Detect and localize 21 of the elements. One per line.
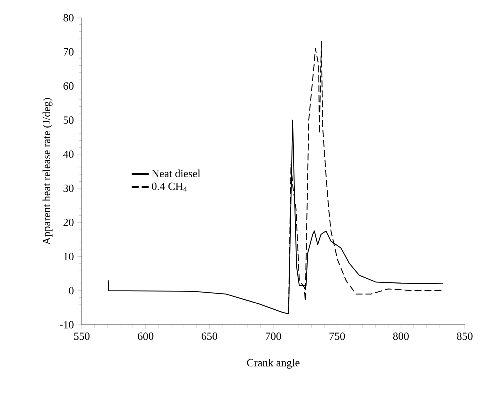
- y-tick-label: -10: [60, 321, 74, 329]
- x-tick-label: 550: [74, 332, 90, 340]
- legend-label: Neat diesel: [152, 170, 201, 178]
- y-tick-label: 40: [63, 150, 74, 158]
- x-tick-label: 750: [330, 332, 346, 340]
- y-axis-title: Apparent heat release rate (J/deg): [42, 98, 53, 246]
- x-tick-label: 650: [202, 332, 218, 340]
- x-tick-label: 700: [266, 332, 282, 340]
- x-tick-label: 800: [393, 332, 409, 340]
- y-tick-label: 30: [64, 184, 74, 192]
- y-tick-label: 20: [64, 218, 74, 226]
- y-tick-label: 60: [64, 82, 74, 90]
- y-tick-label: 70: [64, 48, 74, 56]
- x-tick-label: 850: [457, 332, 473, 340]
- y-tick-label: 0: [69, 287, 74, 295]
- y-tick-label: 10: [64, 253, 74, 260]
- y-tick-label: 80: [64, 14, 74, 22]
- x-axis-title: Crank angle: [247, 358, 300, 369]
- legend-label: 0.4 CH$_{4}$: [152, 182, 188, 192]
- y-tick-label: 50: [64, 116, 74, 124]
- x-tick-label: 600: [138, 332, 154, 340]
